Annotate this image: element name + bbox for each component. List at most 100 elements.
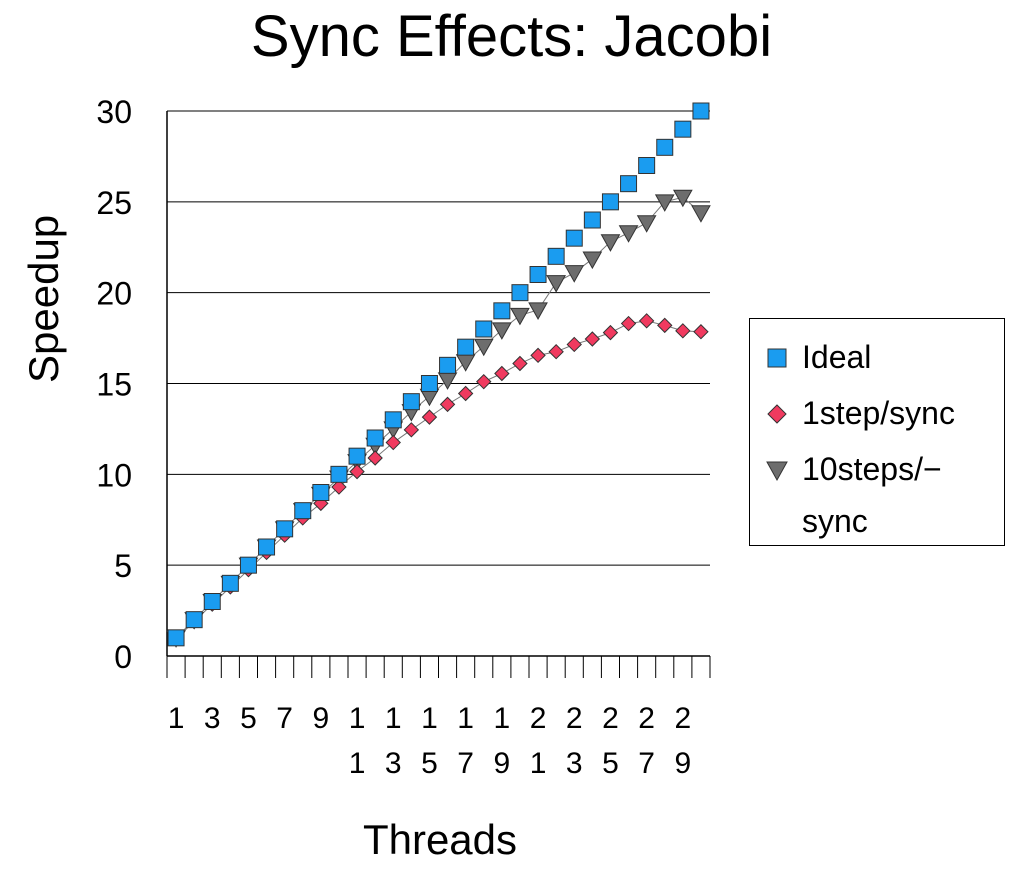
square-marker <box>457 338 475 356</box>
y-tick-label: 20 <box>96 276 132 312</box>
diamond-marker <box>566 336 582 353</box>
square-marker <box>475 320 493 338</box>
square-marker <box>348 447 366 465</box>
x-axis-label: Threads <box>362 816 518 863</box>
y-tick-label: 5 <box>114 548 132 584</box>
triangle-down-marker <box>437 372 458 390</box>
diamond-marker <box>367 450 383 466</box>
square-marker <box>674 120 692 138</box>
x-tick-label: 1 <box>349 747 366 780</box>
y-tick-label: 25 <box>96 185 132 221</box>
x-tick-label: 1 <box>530 747 547 780</box>
square-marker <box>221 574 239 592</box>
x-tick-label: 3 <box>204 702 221 735</box>
x-tick-label: 1 <box>421 702 438 735</box>
triangle-down-marker <box>672 189 693 208</box>
y-tick-labels: 0 5 10 15 20 25 30 <box>96 94 132 675</box>
square-marker <box>601 193 619 211</box>
x-tick-label: 9 <box>313 702 330 735</box>
square-marker <box>529 266 547 283</box>
square-marker <box>276 520 294 538</box>
triangle-down-marker <box>691 205 711 223</box>
square-marker <box>294 502 312 520</box>
legend-label-ideal: Ideal <box>802 339 872 375</box>
legend-label-10steps-sync: 10steps/− sync <box>802 451 942 539</box>
series-line-1step-sync <box>175 320 701 640</box>
square-marker <box>565 229 583 247</box>
x-tick-label: 1 <box>349 702 366 735</box>
triangle-down-marker <box>636 215 657 233</box>
diamond-marker <box>638 313 655 329</box>
x-tick-label: 5 <box>602 747 619 780</box>
square-marker <box>258 538 276 556</box>
square-marker <box>656 138 674 156</box>
x-tick-label: 1 <box>457 702 474 735</box>
square-marker <box>620 175 638 193</box>
x-tick-label: 2 <box>602 702 619 735</box>
square-marker <box>312 484 330 501</box>
square-marker <box>420 375 438 392</box>
diamond-marker <box>403 422 420 438</box>
diamond-marker <box>439 396 456 413</box>
triangle-down-marker <box>510 307 530 326</box>
square-marker <box>384 411 402 429</box>
x-tick-label: 3 <box>385 747 402 780</box>
series-markers <box>166 102 711 648</box>
x-tick-label: 2 <box>638 702 655 735</box>
diamond-marker <box>693 324 709 340</box>
triangle-down-marker-icon <box>766 461 788 482</box>
square-marker <box>439 356 457 374</box>
diamond-marker <box>548 344 564 360</box>
x-tick-label: 9 <box>494 747 511 780</box>
diamond-marker <box>331 479 347 495</box>
square-marker <box>239 556 257 574</box>
square-marker <box>330 465 348 483</box>
diamond-marker <box>494 365 510 382</box>
diamond-marker <box>675 323 691 339</box>
square-marker <box>547 247 565 265</box>
x-tick-label: 7 <box>457 747 474 780</box>
x-tick-label: 2 <box>530 702 547 735</box>
x-tick-label: 7 <box>638 747 655 780</box>
square-marker <box>511 284 529 302</box>
x-tick-label: 1 <box>385 702 402 735</box>
square-marker <box>402 393 420 411</box>
x-tick-label: 2 <box>675 702 692 735</box>
y-tick-label: 15 <box>96 367 132 403</box>
square-marker-icon <box>767 348 787 368</box>
legend: Ideal 1step/sync 10steps/− sync <box>749 318 1005 546</box>
legend-label-1step-sync: 1step/sync <box>802 395 955 431</box>
diamond-marker <box>385 434 401 451</box>
triangle-down-marker <box>564 265 585 283</box>
triangle-down-marker <box>491 322 512 340</box>
square-marker <box>638 157 656 174</box>
square-marker <box>203 593 221 610</box>
x-tick-label: 3 <box>566 747 583 780</box>
x-tick-label: 5 <box>240 702 257 735</box>
y-tick-label: 10 <box>96 457 132 493</box>
x-tick-label: 1 <box>494 702 511 735</box>
x-tick-label: 1 <box>168 702 185 735</box>
square-marker <box>185 611 203 629</box>
square-marker <box>366 429 384 447</box>
triangle-down-marker <box>546 275 567 293</box>
chart-title: Sync Effects: Jacobi <box>250 4 773 69</box>
diamond-marker <box>657 317 673 334</box>
diamond-marker <box>584 331 601 347</box>
y-tick-label: 0 <box>114 639 132 675</box>
triangle-down-marker <box>654 194 675 212</box>
triangle-down-marker <box>473 338 494 357</box>
diamond-marker <box>476 373 492 390</box>
square-marker <box>583 211 601 229</box>
diamond-marker <box>421 409 438 425</box>
gridlines <box>167 110 710 566</box>
diamond-marker <box>620 315 637 332</box>
diamond-marker <box>349 463 365 480</box>
diamond-marker-icon <box>767 404 787 424</box>
x-tick-label: 7 <box>276 702 293 735</box>
diamond-marker <box>512 355 528 372</box>
axes <box>166 111 711 678</box>
diamond-marker <box>457 385 474 402</box>
triangle-down-marker <box>618 225 639 243</box>
